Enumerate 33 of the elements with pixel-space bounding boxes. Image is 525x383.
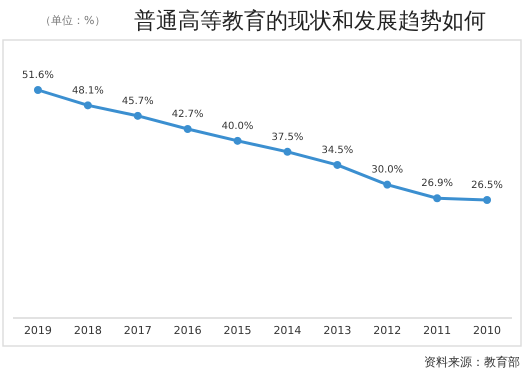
x-tick-label: 2011 [423, 324, 452, 337]
point [283, 148, 292, 156]
point [34, 86, 42, 94]
data-label: 26.5% [471, 180, 503, 191]
data-label: 51.6% [22, 70, 54, 81]
x-tick-label: 2017 [124, 324, 152, 337]
x-tick-label: 2014 [273, 324, 302, 337]
data-label: 40.0% [222, 120, 254, 132]
point [483, 196, 492, 204]
text: 资料来源：教育部 [424, 355, 520, 369]
data-label: 37.5% [272, 132, 304, 143]
data-label: 26.9% [421, 178, 454, 190]
x-tick-label: 2010 [473, 324, 502, 337]
x-tick-label: 2016 [174, 324, 202, 337]
point [433, 194, 442, 202]
point [333, 160, 342, 169]
x-tick-label: 2019 [24, 324, 52, 337]
point [184, 125, 192, 134]
x-tick-label: 2013 [323, 324, 352, 337]
text: （单位：%） [40, 14, 106, 27]
chart-title: 普通高等教育的现状和发展趋势如何 [134, 8, 486, 34]
x-tick-label: 2015 [224, 324, 252, 337]
point [84, 101, 92, 110]
data-label: 45.7% [122, 96, 154, 107]
x-tick-label: 2018 [74, 324, 102, 337]
data-label: 48.1% [72, 85, 104, 96]
data-label: 34.5% [321, 144, 354, 156]
x-tick-label: 2012 [373, 324, 402, 337]
data-label: 42.7% [172, 109, 204, 120]
point [383, 180, 392, 189]
data-label: 30.0% [371, 164, 404, 176]
point [134, 112, 142, 120]
point [234, 136, 242, 145]
